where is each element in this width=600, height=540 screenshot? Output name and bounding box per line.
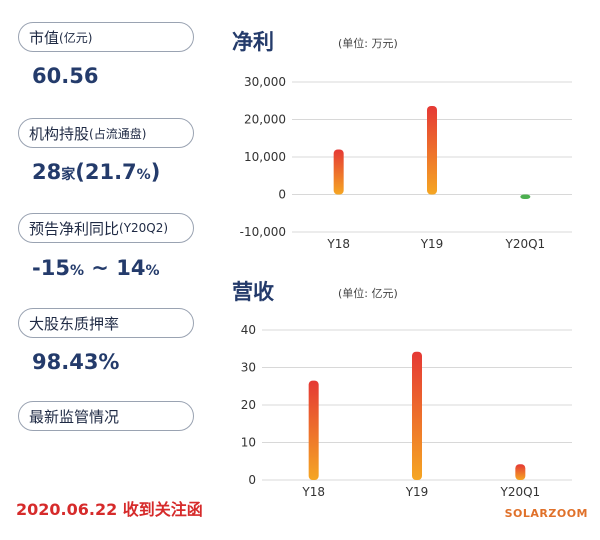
forecast-sep: ~ <box>83 256 117 280</box>
profit-chart-title: 净利 <box>232 30 274 54</box>
institution-count: 28 <box>32 160 62 184</box>
profit-bar-y20q1 <box>520 194 531 199</box>
revenue-ytick-label: 20 <box>241 398 256 412</box>
profit-chart-unit: (单位: 万元) <box>338 37 398 50</box>
revenue-ytick-label: 40 <box>241 323 256 337</box>
pledge-value: 98.43% <box>32 350 120 374</box>
market-cap-label-unit: (亿元) <box>59 30 93 45</box>
supervision-label: 最新监管情况 <box>29 407 120 426</box>
forecast-high-pct: % <box>145 263 160 279</box>
institution-label: 机构持股 <box>29 124 90 143</box>
institution-pct-sign: % <box>136 167 151 183</box>
profit-xtick-label: Y20Q1 <box>504 237 545 251</box>
revenue-xtick-label: Y20Q1 <box>499 485 540 499</box>
profit-ytick-label: 30,000 <box>244 75 286 89</box>
revenue-chart-unit: (单位: 亿元) <box>338 287 398 300</box>
notice-date: 2020.06.22 收到关注函 <box>16 500 203 519</box>
supervision-label-pill: 最新监管情况 <box>18 401 194 431</box>
forecast-value: -15% ~ 14% <box>32 256 159 280</box>
profit-ytick-label: 10,000 <box>244 150 286 164</box>
revenue-xtick-label: Y18 <box>301 485 325 499</box>
profit-ytick-label: 20,000 <box>244 113 286 127</box>
revenue-bar-y18 <box>308 380 319 480</box>
revenue-ytick-label: 10 <box>241 436 256 450</box>
market-cap-label: 市值 <box>29 28 60 47</box>
institution-value: 28家(21.7%) <box>32 160 160 184</box>
profit-ytick-label: -10,000 <box>240 225 286 239</box>
revenue-bar-y19 <box>412 351 422 480</box>
institution-pct: 21.7 <box>84 160 137 184</box>
profit-ytick-label: 0 <box>278 188 286 202</box>
pledge-label-pill: 大股东质押率 <box>18 308 194 338</box>
forecast-label-period: (Y20Q2) <box>119 221 169 235</box>
profit-bar-y18 <box>333 149 344 195</box>
institution-label-unit: (占流通盘) <box>89 126 147 141</box>
profit-xtick-label: Y19 <box>420 237 444 251</box>
forecast-label: 预告净利同比 <box>29 219 120 238</box>
institution-paren-open: ( <box>75 160 85 184</box>
revenue-bar-y20q1 <box>515 464 526 480</box>
revenue-ytick-label: 0 <box>248 473 256 487</box>
forecast-high: 14 <box>116 256 146 280</box>
forecast-label-pill: 预告净利同比 (Y20Q2) <box>18 213 194 243</box>
market-cap-value: 60.56 <box>32 64 99 88</box>
revenue-xtick-label: Y19 <box>405 485 429 499</box>
institution-count-unit: 家 <box>61 167 76 183</box>
forecast-low-pct: % <box>69 263 84 279</box>
revenue-ytick-label: 30 <box>241 361 256 375</box>
revenue-chart-title: 营收 <box>232 280 274 304</box>
profit-bar-y19 <box>427 106 437 195</box>
market-cap-label-pill: 市值 (亿元) <box>18 22 194 52</box>
profit-xtick-label: Y18 <box>326 237 350 251</box>
forecast-low: -15 <box>32 256 70 280</box>
institution-label-pill: 机构持股 (占流通盘) <box>18 118 194 148</box>
institution-paren-close: ) <box>150 160 161 184</box>
pledge-label: 大股东质押率 <box>29 314 120 333</box>
solarzoom-watermark: SOLARZOOM <box>504 507 588 520</box>
